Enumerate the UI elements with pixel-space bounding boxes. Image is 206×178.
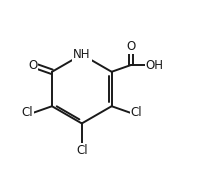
Text: O: O bbox=[28, 59, 37, 72]
Text: Cl: Cl bbox=[131, 106, 142, 119]
Text: NH: NH bbox=[73, 48, 91, 61]
Text: Cl: Cl bbox=[21, 106, 33, 119]
Text: OH: OH bbox=[146, 59, 164, 72]
Text: O: O bbox=[126, 40, 135, 53]
Text: Cl: Cl bbox=[76, 144, 88, 157]
